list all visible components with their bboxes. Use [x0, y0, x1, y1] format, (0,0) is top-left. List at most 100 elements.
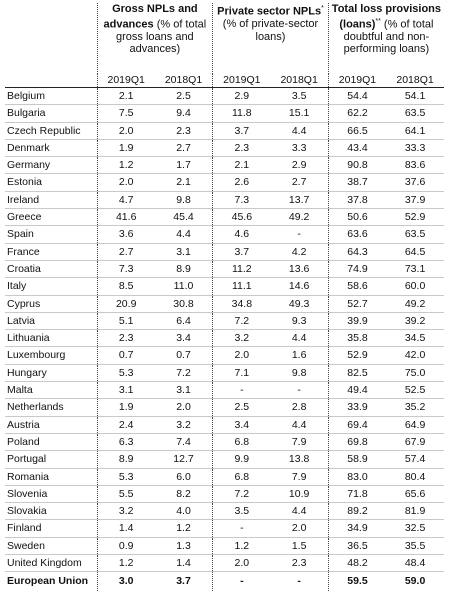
country-cell: Luxembourg	[7, 349, 66, 362]
value-cell: 3.7	[212, 122, 271, 140]
value-cell: 13.8	[288, 453, 310, 466]
value-cell: 2.0	[212, 346, 271, 365]
value-cell: 2.1	[212, 156, 271, 174]
value-cell: -	[297, 575, 301, 588]
value-cell: 4.2	[291, 245, 307, 258]
table-row: Croatia 7.3 8.9 11.2 13.6 74.9 73.1	[5, 260, 444, 278]
value-cell: 2.7	[176, 141, 191, 154]
value-cell: 5.5	[96, 485, 155, 503]
value-cell: 37.9	[404, 193, 426, 206]
value-cell: 14.6	[288, 280, 310, 293]
country-cell: Greece	[7, 211, 42, 224]
value-cell: 49.2	[404, 297, 426, 310]
value-cell: 50.6	[327, 208, 387, 226]
table-row: Italy 8.5 11.0 11.1 14.6 58.6 60.0	[5, 277, 444, 296]
value-cell: 52.9	[327, 346, 387, 365]
value-cell: 58.9	[327, 450, 387, 469]
value-cell: 33.3	[404, 141, 426, 154]
value-cell: 2.9	[291, 159, 307, 172]
value-cell: 63.5	[404, 107, 426, 120]
value-cell: 83.6	[404, 159, 426, 172]
value-cell: 35.2	[404, 401, 426, 414]
country-cell: Ireland	[7, 193, 40, 206]
value-cell: 52.5	[404, 384, 426, 397]
value-cell: 89.2	[327, 502, 387, 520]
value-cell: 52.9	[404, 211, 426, 224]
table-row: Denmark 1.9 2.7 2.3 3.3 43.4 33.3	[5, 139, 444, 157]
table-row: Belgium 2.1 2.5 2.9 3.5 54.4 54.1	[5, 87, 444, 105]
value-cell: 2.0	[96, 173, 155, 192]
period-header: 2019Q1	[327, 74, 387, 88]
table-row: Bulgaria 7.5 9.4 11.8 15.1 62.2 63.5	[5, 104, 444, 123]
group-subtitle: (% of total gross loans and advances)	[116, 18, 207, 56]
country-cell: Bulgaria	[7, 107, 46, 120]
value-cell: 45.6	[212, 208, 271, 226]
value-cell: 7.9	[291, 435, 307, 448]
country-cell: Portugal	[7, 453, 47, 466]
table-row: Cyprus 20.9 30.8 34.8 49.3 52.7 49.2	[5, 295, 444, 313]
value-cell: 35.8	[327, 329, 387, 347]
value-cell: 4.4	[291, 418, 307, 431]
value-cell: 82.5	[327, 364, 387, 382]
value-cell: 9.4	[176, 107, 191, 120]
period-header-blank	[5, 74, 98, 88]
table-row: Slovakia 3.2 4.0 3.5 4.4 89.2 81.9	[5, 502, 444, 520]
group-title: Private sector NPLs	[217, 5, 322, 18]
value-cell: 9.9	[212, 450, 271, 469]
value-cell: 8.9	[96, 450, 155, 469]
value-cell: 2.5	[176, 90, 191, 102]
country-cell: Denmark	[7, 141, 50, 154]
value-cell: 65.6	[404, 487, 426, 500]
value-cell: 3.2	[96, 502, 155, 520]
value-cell: 42.0	[404, 349, 426, 362]
value-cell: 69.4	[327, 416, 387, 434]
value-cell: -	[297, 228, 301, 241]
value-cell: 38.7	[327, 173, 387, 192]
value-cell: 5.3	[96, 468, 155, 486]
country-cell: Romania	[7, 470, 50, 483]
country-cell: Finland	[7, 522, 42, 535]
value-cell: 36.5	[327, 537, 387, 555]
value-cell: 6.8	[212, 433, 271, 451]
value-cell: 1.6	[291, 349, 307, 362]
value-cell: 3.2	[176, 418, 191, 431]
value-cell: 57.4	[404, 453, 426, 466]
value-cell: 1.2	[176, 522, 191, 535]
value-cell: 45.4	[173, 211, 194, 224]
value-cell: 3.2	[212, 329, 271, 347]
table-row: Romania 5.3 6.0 6.8 7.9 83.0 80.4	[5, 468, 444, 486]
table-row: Estonia 2.0 2.1 2.6 2.7 38.7 37.6	[5, 173, 444, 192]
table-row-total: European Union 3.0 3.7 - - 59.5 59.0	[5, 571, 444, 592]
value-cell: 49.4	[327, 381, 387, 399]
period-header: 2018Q1	[270, 74, 329, 88]
value-cell: 0.9	[96, 537, 155, 555]
value-cell: 4.0	[176, 505, 191, 518]
value-cell: 4.4	[291, 124, 307, 137]
value-cell: 2.7	[96, 243, 155, 261]
value-cell: 74.9	[327, 260, 387, 278]
value-cell: -	[212, 571, 271, 592]
country-cell: European Union	[7, 575, 89, 588]
value-cell: 73.1	[404, 262, 426, 275]
group-footnote-mark: **	[375, 17, 381, 25]
group-subtitle: (% of private-sector loans)	[222, 18, 319, 43]
value-cell: 54.4	[327, 87, 387, 105]
npl-table: Gross NPLs and advances (% of total gros…	[5, 3, 444, 592]
value-cell: 9.8	[176, 193, 191, 206]
value-cell: 3.3	[291, 141, 307, 154]
value-cell: 34.5	[404, 332, 426, 345]
country-cell: Italy	[7, 280, 27, 293]
value-cell: 6.3	[96, 433, 155, 451]
country-cell: Slovakia	[7, 505, 47, 518]
value-cell: 59.0	[404, 575, 426, 588]
value-cell: 0.7	[176, 349, 191, 362]
value-cell: 3.1	[176, 384, 191, 397]
value-cell: 10.9	[288, 487, 310, 500]
value-cell: 20.9	[96, 295, 155, 313]
value-cell: 3.7	[212, 243, 271, 261]
value-cell: 4.6	[212, 225, 271, 244]
value-cell: 37.8	[327, 191, 387, 209]
table-row: Malta 3.1 3.1 - - 49.4 52.5	[5, 381, 444, 399]
country-cell: Latvia	[7, 314, 36, 327]
group-footnote-mark: *	[321, 5, 324, 12]
